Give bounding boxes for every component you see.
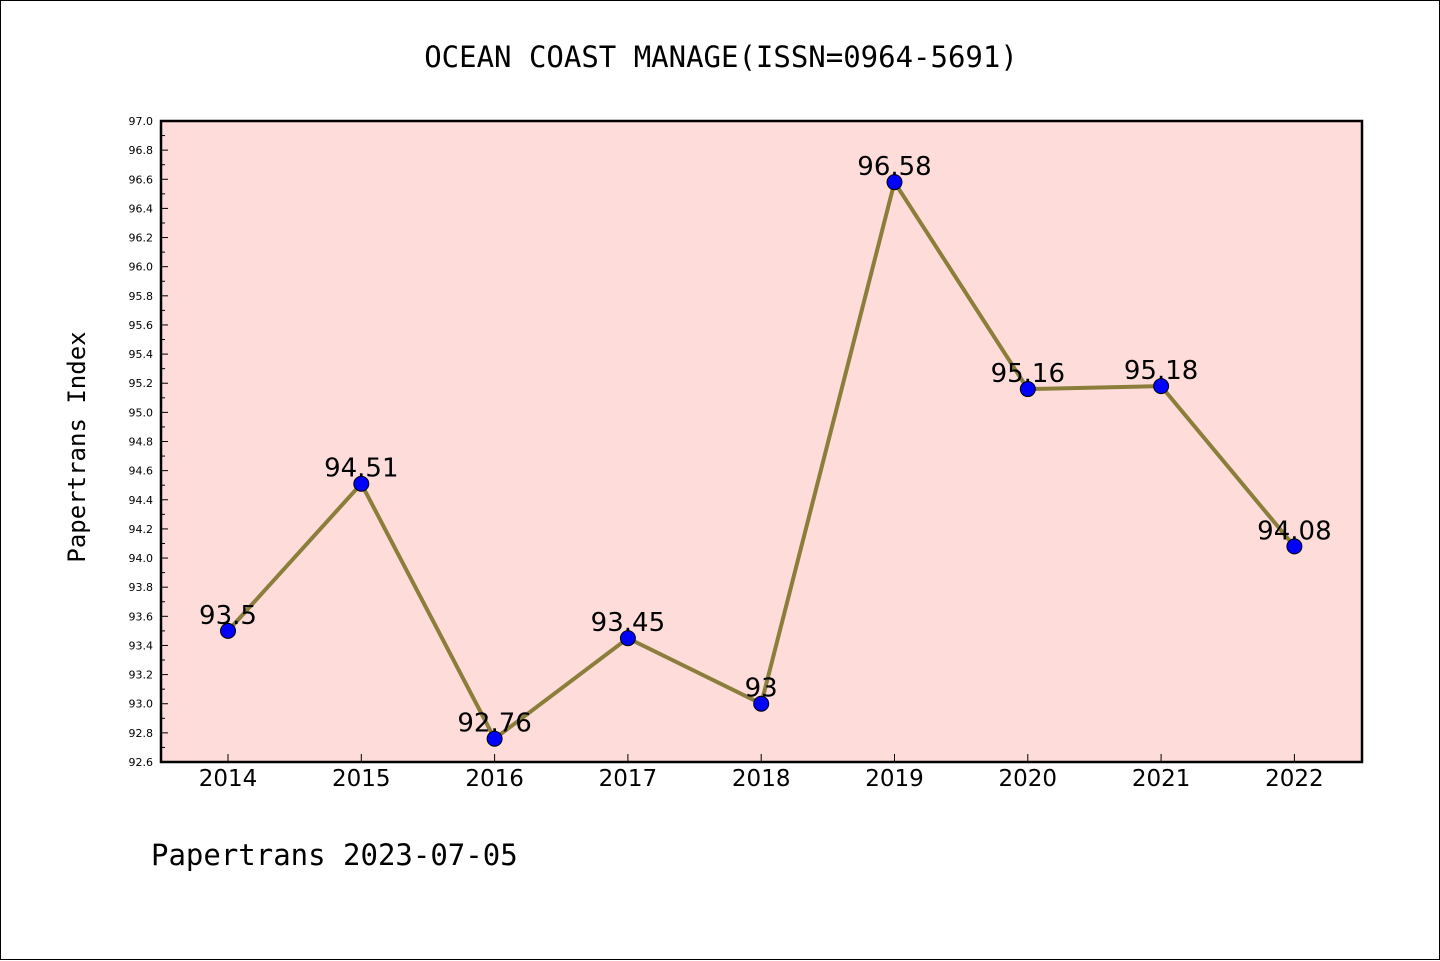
data-labels-layer: 93.5 94.51 92.76 93.45 93 96.58 95.16 95.18 94.0… — [199, 152, 1332, 739]
data-point-marker — [1286, 538, 1303, 555]
data-label: 92.76 — [457, 709, 531, 739]
data-point-marker — [220, 622, 236, 639]
y-tick-label: 93.8 — [129, 581, 154, 594]
data-point-marker — [619, 630, 636, 647]
footer-source-date: Papertrans 2023-07-05 — [151, 838, 518, 872]
y-tick-label: 95.8 — [129, 290, 154, 303]
data-point-marker — [353, 475, 370, 492]
y-tick-label: 94.0 — [129, 552, 154, 565]
y-tick-label: 96.6 — [129, 173, 154, 186]
y-axis: 92.6 92.8 93.0 93.2 93.4 93.6 93.8 94.0 94.2 94.4… — [129, 115, 168, 769]
x-tick-label: 2014 — [199, 766, 258, 792]
y-tick-label: 93.0 — [129, 698, 154, 711]
x-tick-label: 2022 — [1265, 766, 1324, 792]
y-tick-label: 92.8 — [129, 727, 154, 740]
y-tick-label: 96.8 — [129, 144, 154, 157]
x-tick-label: 2015 — [332, 766, 391, 792]
y-tick-label: 94.4 — [129, 494, 154, 507]
y-tick-label: 95.0 — [129, 406, 154, 419]
x-tick-label: 2016 — [465, 766, 524, 792]
y-tick-label: 92.6 — [129, 756, 154, 769]
y-axis-label: Papertrans Index — [63, 331, 91, 562]
y-tick-label: 94.8 — [129, 436, 154, 449]
data-label: 94.51 — [324, 454, 398, 484]
y-tick-label: 94.6 — [129, 465, 154, 478]
y-tick-label: 94.2 — [129, 523, 154, 536]
data-point-marker — [486, 730, 503, 747]
x-tick-label: 2021 — [1132, 766, 1191, 792]
x-tick-label: 2020 — [999, 766, 1058, 792]
x-tick-label: 2019 — [865, 766, 924, 792]
x-axis: 2014 2015 2016 2017 2018 2019 2020 2021 2022 — [199, 754, 1324, 792]
data-label: 94.08 — [1257, 516, 1331, 546]
data-label: 95.16 — [991, 359, 1065, 389]
y-tick-label: 96.2 — [129, 232, 154, 245]
data-label: 93.45 — [591, 608, 665, 638]
data-point-marker — [753, 695, 770, 712]
chart-title: OCEAN COAST MANAGE(ISSN=0964-5691) — [424, 40, 1018, 74]
markers-layer — [220, 174, 1303, 747]
y-tick-label: 95.4 — [129, 348, 154, 361]
data-label: 93.5 — [199, 601, 257, 631]
y-tick-label: 96.0 — [129, 261, 154, 274]
y-tick-label: 95.2 — [129, 377, 154, 390]
data-label: 96.58 — [857, 152, 931, 182]
x-tick-label: 2017 — [599, 766, 658, 792]
plot-area — [159, 119, 1364, 764]
y-tick-label: 93.6 — [129, 610, 154, 623]
y-tick-label: 97.0 — [129, 115, 154, 128]
y-tick-label: 93.2 — [129, 669, 154, 682]
data-label: 93 — [745, 674, 778, 704]
x-tick-label: 2018 — [732, 766, 791, 792]
data-point-marker — [886, 174, 903, 191]
data-point-marker — [1153, 378, 1170, 395]
data-point-marker — [1019, 381, 1036, 398]
y-tick-label: 95.6 — [129, 319, 154, 332]
y-tick-label: 96.4 — [129, 202, 154, 215]
data-label: 95.18 — [1124, 356, 1198, 386]
y-tick-label: 93.4 — [129, 639, 154, 652]
